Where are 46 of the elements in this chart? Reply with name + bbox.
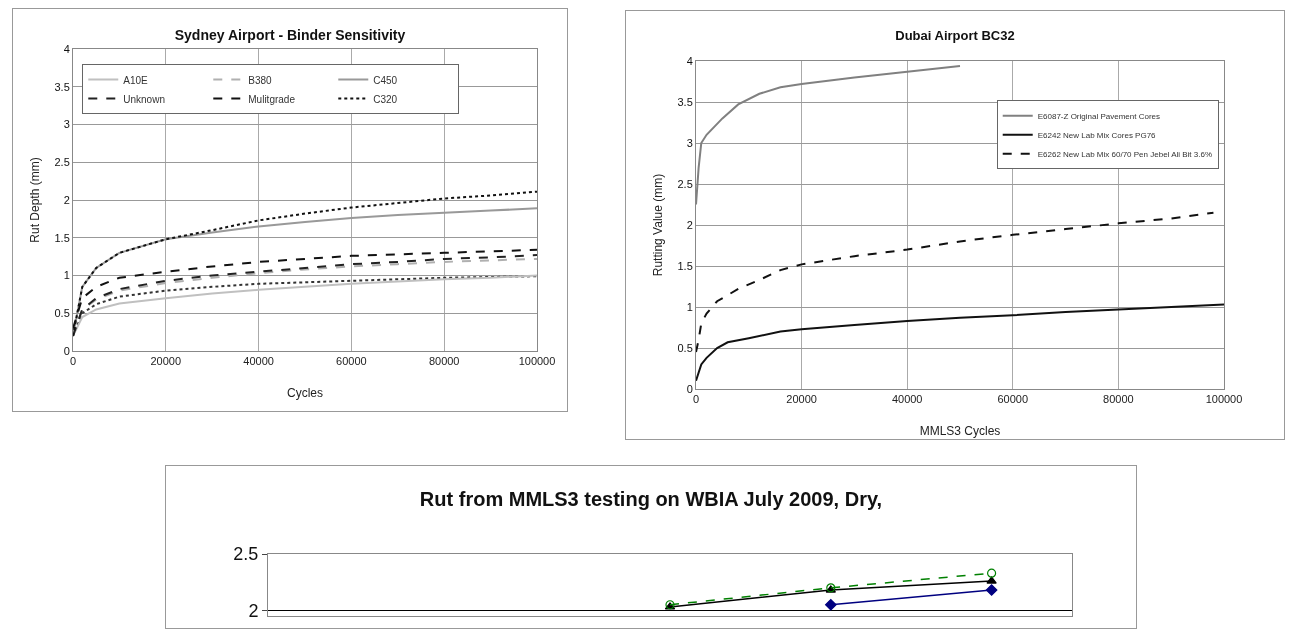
x-tick-label: 60000 bbox=[336, 355, 367, 368]
legend-label: B380 bbox=[248, 74, 273, 86]
x-tick-label: 100000 bbox=[518, 355, 556, 368]
y-axis-title: Rut Depth (mm) bbox=[28, 157, 42, 243]
chart-title: Dubai Airport BC32 bbox=[895, 27, 1015, 43]
legend-label: C320 bbox=[373, 93, 398, 105]
x-tick-label: 100000 bbox=[1205, 393, 1243, 406]
y-axis-title: Rutting Value (mm) bbox=[651, 173, 665, 277]
x-axis-title: Cycles bbox=[286, 386, 324, 400]
legend-label: Mulitgrade bbox=[248, 93, 296, 105]
y-tick-label: 1.5 bbox=[677, 259, 693, 272]
legend-label: Unknown bbox=[123, 93, 165, 105]
y-tick-label: 2.5 bbox=[54, 156, 70, 169]
y-tick-label: 2.5 bbox=[233, 544, 259, 565]
y-tick-label: 3.5 bbox=[54, 80, 70, 93]
y-tick-label: 1 bbox=[63, 269, 70, 282]
chart-title: Sydney Airport - Binder Sensitivity bbox=[174, 26, 406, 43]
x-tick-label: 60000 bbox=[997, 393, 1029, 406]
legend-label: C450 bbox=[373, 74, 398, 86]
y-tick-label: 2 bbox=[686, 218, 693, 231]
legend-label: A10E bbox=[123, 74, 149, 86]
y-tick-label: 4 bbox=[63, 42, 70, 55]
y-tick-label: 2.5 bbox=[677, 177, 693, 190]
chart-title: Rut from MMLS3 testing on WBIA July 2009, Dry, bbox=[419, 487, 883, 510]
y-tick-label: 1.5 bbox=[54, 231, 70, 244]
x-tick-label: 40000 bbox=[243, 355, 274, 368]
legend-label: E6242 New Lab Mix Cores PG76 bbox=[1037, 130, 1157, 140]
y-tick-label: 0.5 bbox=[677, 341, 693, 354]
y-tick-label: 0 bbox=[63, 344, 70, 357]
y-tick-label: 2 bbox=[248, 600, 259, 621]
y-tick-label: 0.5 bbox=[54, 307, 70, 320]
y-tick-label: 2 bbox=[63, 193, 70, 206]
legend-label: E6087-Z Original Pavement Cores bbox=[1037, 111, 1160, 121]
y-tick-label: 3 bbox=[63, 118, 70, 131]
y-tick-label: 3 bbox=[686, 136, 693, 149]
x-tick-label: 40000 bbox=[891, 393, 923, 406]
x-tick-label: 20000 bbox=[786, 393, 817, 406]
x-tick-label: 80000 bbox=[1103, 393, 1134, 406]
y-tick-label: 4 bbox=[686, 54, 693, 67]
y-tick-label: 1 bbox=[686, 300, 693, 313]
x-axis-title: MMLS3 Cycles bbox=[919, 424, 1001, 438]
x-tick-label: 80000 bbox=[428, 355, 460, 368]
legend-label: E6262 New Lab Mix 60/70 Pen Jebel Ali Bit 3.6% bbox=[1037, 149, 1213, 159]
x-tick-label: 20000 bbox=[150, 355, 182, 368]
y-tick-label: 3.5 bbox=[677, 95, 693, 108]
y-tick-label: 0 bbox=[686, 382, 693, 395]
